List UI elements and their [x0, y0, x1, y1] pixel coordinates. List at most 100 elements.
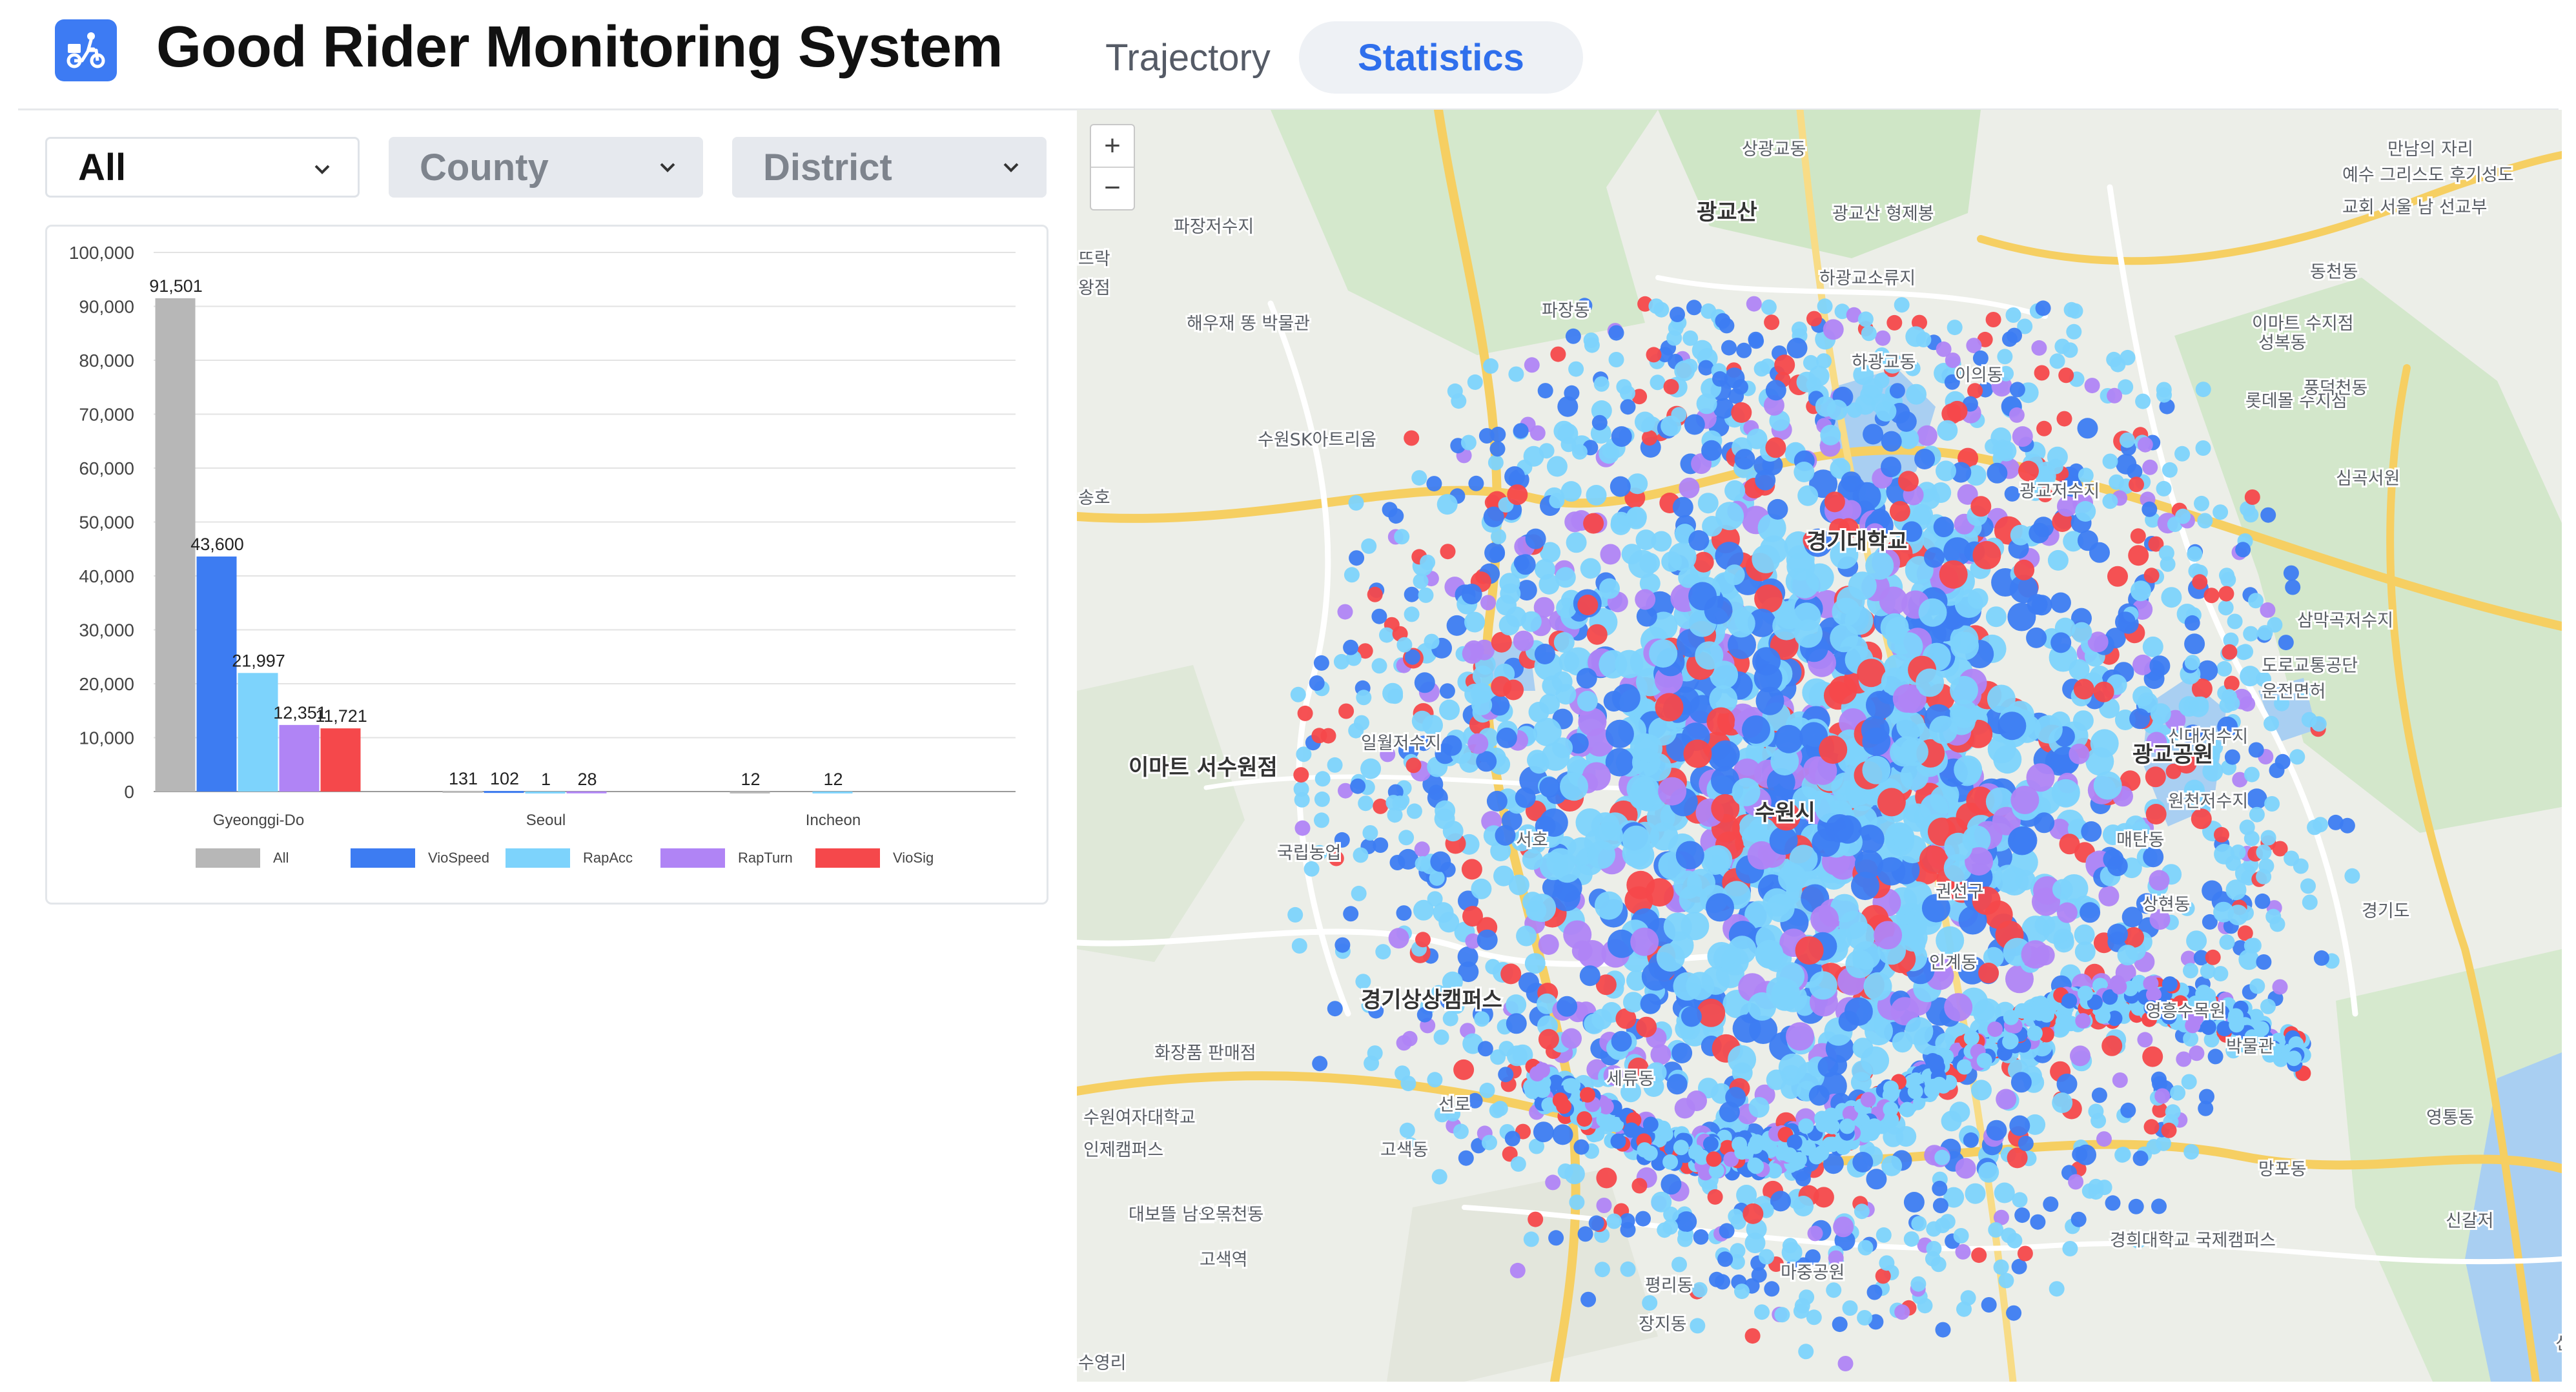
rider-event-point	[2156, 997, 2172, 1013]
bar-rapacc-seoul[interactable]	[525, 791, 566, 793]
rider-event-point	[1291, 938, 1307, 954]
bar-rapacc-incheon[interactable]	[812, 791, 853, 793]
chart-legend[interactable]: All VioSpeed RapAcc RapTurn VioSig	[196, 848, 934, 868]
bar-rapturn-gyeonggi-do[interactable]	[279, 724, 320, 792]
rider-event-point	[1790, 569, 1819, 599]
rider-event-point	[1881, 1155, 1903, 1176]
rider-event-point	[2107, 387, 2123, 404]
rider-event-point	[2090, 729, 2119, 758]
map-place-label: 수원여자대학교	[1083, 1108, 1196, 1128]
rider-event-point	[2236, 644, 2251, 660]
rider-event-point	[1903, 1192, 1925, 1213]
rider-event-point	[1715, 502, 1744, 531]
rider-event-point	[1668, 542, 1697, 571]
bar-rapacc-gyeonggi-do[interactable]	[238, 673, 278, 792]
rider-event-point	[2151, 1198, 2167, 1214]
rider-event-point	[1866, 1169, 1887, 1190]
rider-event-point	[2056, 1073, 2078, 1094]
map-view[interactable]: 상광교동 파장저수지 광교산 광교산 형제봉 만남의 자리 예수 그리스도 후기성도 교회 …	[1077, 110, 2562, 1382]
rider-event-point	[1446, 615, 1467, 636]
bar-all-seoul[interactable]	[442, 790, 483, 793]
rider-event-point	[1950, 462, 1972, 483]
rider-event-point	[1774, 1307, 1790, 1323]
rider-event-point	[1833, 815, 1862, 844]
rider-event-point	[2254, 893, 2271, 909]
rider-event-point	[1861, 1046, 1890, 1075]
map-place-label: 광교공원	[2132, 742, 2213, 768]
rider-event-point	[1797, 485, 1819, 506]
map-place-label: 장지동	[1639, 1315, 1687, 1335]
rider-event-point	[1651, 1191, 1672, 1213]
rider-event-point	[1892, 684, 1921, 713]
rider-event-point	[2214, 826, 2229, 843]
rider-event-point	[1360, 758, 1382, 779]
province-select[interactable]: All	[45, 137, 360, 198]
rider-event-point	[1351, 885, 1367, 901]
rider-event-point	[1350, 778, 1366, 794]
legend-swatch-viospeed[interactable]	[351, 848, 415, 868]
legend-swatch-viosig[interactable]	[815, 848, 880, 868]
rider-event-point	[1808, 1085, 1830, 1106]
bar-all-incheon[interactable]	[730, 791, 770, 793]
rider-event-point	[1997, 349, 2013, 365]
bar-viosig-gyeonggi-do[interactable]	[320, 728, 361, 792]
rider-event-point	[2027, 594, 2048, 615]
county-select[interactable]: County	[389, 137, 703, 198]
rider-event-point	[2256, 671, 2271, 687]
rider-event-point	[1634, 411, 1655, 433]
tab-statistics[interactable]: Statistics	[1299, 21, 1583, 94]
legend-swatch-rapacc[interactable]	[506, 848, 570, 868]
rider-event-point	[1661, 1174, 1682, 1195]
rider-event-point	[2216, 660, 2233, 677]
map-place-label: 고색역	[1200, 1250, 1248, 1270]
rider-event-point	[1343, 906, 1359, 922]
legend-swatch-rapturn[interactable]	[660, 848, 725, 868]
rider-event-point	[1769, 826, 1798, 855]
rider-event-point	[2214, 843, 2235, 865]
rider-event-point	[2179, 900, 2195, 916]
rider-event-point	[1355, 974, 1371, 990]
map-place-label: 인제캠퍼스	[1083, 1140, 1163, 1160]
rider-event-point	[1559, 651, 1580, 672]
tab-trajectory[interactable]: Trajectory	[1072, 21, 1304, 94]
rider-event-point	[1538, 1029, 1559, 1050]
rider-event-point	[1828, 675, 1857, 704]
rider-event-point	[1666, 330, 1682, 346]
rider-event-point	[2260, 998, 2276, 1014]
header: Good Rider Monitoring System Trajectory …	[0, 0, 2576, 110]
bar-all-gyeonggi-do[interactable]	[155, 298, 196, 792]
rider-event-point	[1293, 781, 1309, 797]
rider-event-point	[1723, 1151, 1739, 1167]
rider-event-point	[1926, 1078, 1941, 1094]
rider-event-point	[1944, 374, 1960, 390]
rider-event-point	[1577, 595, 1599, 615]
legend-swatch-all[interactable]	[196, 848, 260, 868]
rider-event-point	[1656, 943, 1685, 972]
x-tick-label: Gyeonggi-Do	[213, 812, 304, 829]
rider-event-point	[1987, 1021, 2003, 1038]
rider-event-point	[1781, 1147, 1797, 1163]
rider-event-point	[1874, 921, 1903, 950]
zoom-out-button[interactable]: −	[1104, 172, 1121, 203]
bar-viospeed-seoul[interactable]	[484, 791, 524, 793]
rider-event-point	[1509, 1262, 1526, 1278]
rider-event-point	[1778, 1053, 1807, 1082]
rider-event-point	[1754, 584, 1783, 613]
rider-event-point	[1679, 477, 1700, 498]
rider-event-point	[1706, 893, 1734, 922]
rider-event-point	[2191, 678, 2213, 699]
rider-event-point	[1482, 1134, 1497, 1151]
zoom-in-button[interactable]: +	[1091, 125, 1134, 168]
rider-event-point	[2021, 940, 2050, 969]
rider-event-point	[1996, 440, 2017, 462]
rider-event-point	[1899, 1101, 1916, 1118]
rider-event-point	[1719, 318, 1735, 334]
bar-rapturn-seoul[interactable]	[566, 791, 607, 793]
rider-event-point	[2077, 530, 2098, 551]
rider-event-point	[2010, 1072, 2032, 1093]
district-select[interactable]: District	[732, 137, 1047, 198]
bar-viospeed-gyeonggi-do[interactable]	[196, 556, 237, 792]
rider-event-point	[1595, 974, 1617, 996]
rider-event-point	[2239, 819, 2255, 835]
